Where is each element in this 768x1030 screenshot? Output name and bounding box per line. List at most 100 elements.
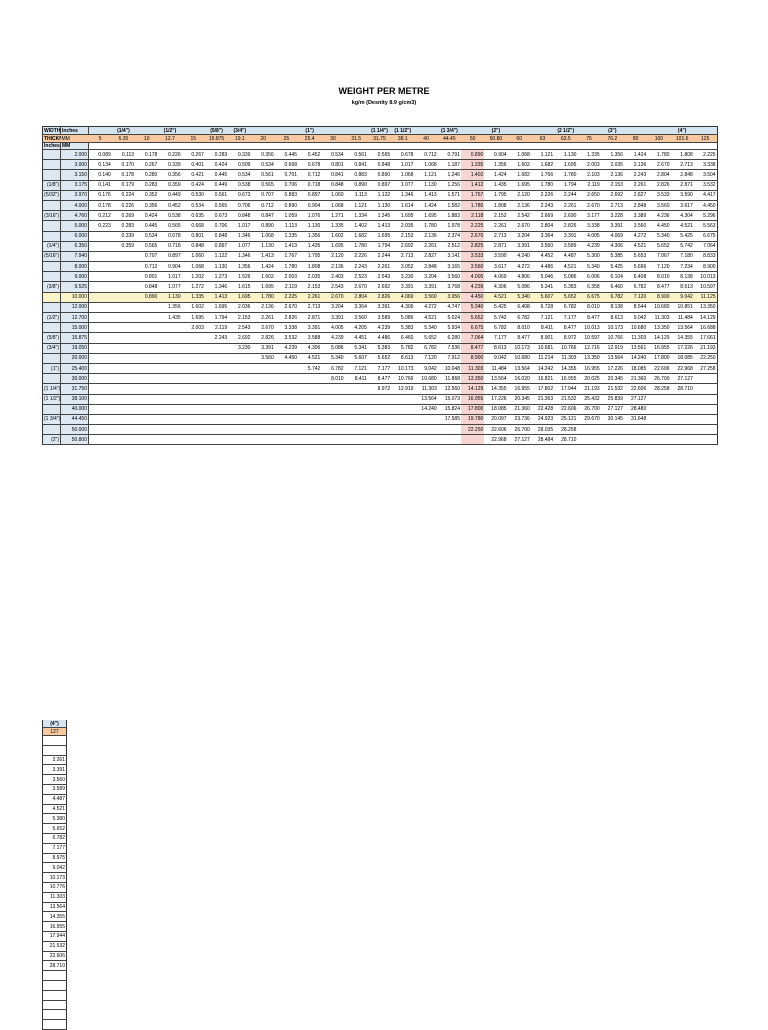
weight-cell: 5.425 bbox=[600, 261, 624, 273]
weight-cell bbox=[88, 271, 112, 283]
weight-cell bbox=[181, 383, 205, 395]
weight-cell: 1.412 bbox=[461, 180, 485, 191]
weight-cell bbox=[204, 424, 229, 436]
weight-cell: 8.972 bbox=[367, 383, 392, 395]
weight-cell bbox=[135, 322, 159, 334]
width-mm: 5 bbox=[88, 134, 112, 143]
empty-cell bbox=[321, 142, 345, 150]
weight-cell: 5.425 bbox=[670, 231, 694, 242]
weight-cell: 2.244 bbox=[554, 190, 578, 201]
weight-cell: 6.782 bbox=[507, 312, 531, 324]
weight-cell: 1.883 bbox=[437, 210, 461, 222]
weight-cell: 1.766 bbox=[530, 169, 555, 181]
weight-cell: 1.113 bbox=[344, 190, 368, 201]
weight-cell: 3.364 bbox=[530, 231, 555, 242]
weight-cell: 4.306 bbox=[600, 241, 624, 252]
weight-cell: 0.176 bbox=[88, 190, 112, 201]
weight-cell: 14.355 bbox=[484, 383, 508, 395]
weight-cell: 3.338 bbox=[274, 322, 299, 334]
weight-cell: 10.013 bbox=[577, 322, 601, 334]
weight-cell: 0.339 bbox=[111, 231, 136, 242]
weight-cell: 3.617 bbox=[670, 200, 694, 212]
weight-cell: 0.445 bbox=[274, 149, 299, 161]
weight-cell: 10.173 bbox=[391, 363, 415, 375]
weight-cell: 28.710 bbox=[670, 383, 694, 395]
weight-cell: 3.589 bbox=[367, 312, 392, 324]
thickness-mm: 25.400 bbox=[60, 363, 89, 375]
weight-cell: 1.413 bbox=[251, 251, 275, 263]
side-header: (4") bbox=[42, 720, 67, 728]
side-cell: 14.355 bbox=[42, 911, 67, 923]
weight-cell: 5.046 bbox=[530, 271, 555, 283]
weight-cell bbox=[88, 231, 112, 242]
weight-cell: 4.005 bbox=[321, 322, 345, 334]
weight-cell: 7.064 bbox=[461, 332, 485, 344]
side-cell: 3.560 bbox=[42, 774, 67, 785]
weight-cell: 13.564 bbox=[600, 353, 624, 364]
weight-cell: 0.848 bbox=[228, 210, 252, 222]
side-cell: 17.944 bbox=[42, 931, 67, 942]
weight-cell: 4.069 bbox=[391, 292, 415, 303]
weight-cell: 5.563 bbox=[693, 220, 718, 232]
width-inch bbox=[181, 126, 205, 135]
weight-cell: 6.782 bbox=[623, 281, 648, 293]
weight-cell: 17.661 bbox=[693, 332, 718, 344]
weight-cell: 11.303 bbox=[623, 332, 648, 344]
thickness-inch bbox=[42, 231, 61, 242]
weight-cell: 0.791 bbox=[437, 149, 461, 161]
weight-cell: 0.673 bbox=[204, 210, 229, 222]
thickness-inch: (3/4") bbox=[42, 343, 61, 354]
weight-cell: 2.543 bbox=[228, 322, 252, 334]
weight-cell: 6.408 bbox=[623, 271, 648, 283]
weight-cell: 6.280 bbox=[437, 332, 461, 344]
weight-cell: 2.103 bbox=[577, 169, 601, 181]
weight-cell: 0.883 bbox=[274, 190, 299, 201]
weight-cell: 21.363 bbox=[530, 394, 555, 405]
weight-cell: 4.306 bbox=[484, 281, 508, 293]
weight-cell bbox=[158, 363, 182, 375]
weight-cell bbox=[274, 383, 299, 395]
empty-cell bbox=[42, 1009, 67, 1021]
weight-cell bbox=[391, 414, 415, 426]
weight-cell bbox=[693, 414, 718, 426]
weight-cell: 0.801 bbox=[321, 159, 345, 171]
thickness-mm: 31.750 bbox=[60, 383, 89, 395]
weight-cell: 13.564 bbox=[414, 394, 438, 405]
weight-cell bbox=[158, 414, 182, 426]
weight-cell bbox=[298, 373, 322, 385]
weight-cell bbox=[181, 394, 205, 405]
empty-cell bbox=[88, 142, 112, 150]
data-row: (1") 25.400 5.742 6.782 7.121 7.177 10.173 9.04… bbox=[42, 363, 718, 375]
weight-cell: 0.712 bbox=[135, 261, 159, 273]
thickness-mm: 19.050 bbox=[60, 343, 89, 354]
weight-cell: 0.890 bbox=[135, 292, 159, 303]
weight-cell: 4.450 bbox=[274, 353, 299, 364]
weight-cell: 7.177 bbox=[484, 332, 508, 344]
weight-cell: 10.013 bbox=[693, 271, 718, 283]
weight-cell: 2.119 bbox=[577, 180, 601, 191]
weight-cell: 27.258 bbox=[693, 363, 718, 375]
data-row: 5.000 0.223 0.283 0.445 0.565 0.668 0.706 1.017… bbox=[42, 220, 718, 232]
data-row: 9.000 0.801 1.017 1.202 1.273 1.526 1.602 2.003… bbox=[42, 271, 718, 283]
weight-cell: 2.669 bbox=[530, 210, 555, 222]
weight-cell bbox=[251, 414, 275, 426]
weight-cell: 0.890 bbox=[344, 180, 368, 191]
empty-cell bbox=[693, 142, 718, 150]
width-inch bbox=[693, 126, 718, 135]
thickness-inch: (1 3/4") bbox=[42, 414, 61, 426]
weight-cell bbox=[135, 302, 159, 314]
weight-cell: 0.678 bbox=[298, 159, 322, 171]
weight-cell: 2.804 bbox=[344, 292, 368, 303]
weight-cell: 22.428 bbox=[530, 404, 555, 415]
weight-cell: 10.680 bbox=[414, 373, 438, 385]
data-row: 5.652 bbox=[42, 823, 67, 834]
weight-cell: 1.060 bbox=[321, 190, 345, 201]
weight-cell: 1.682 bbox=[530, 159, 555, 171]
weight-cell: 1.121 bbox=[414, 169, 438, 181]
weight-cell bbox=[577, 434, 601, 446]
weight-cell bbox=[181, 404, 205, 415]
weight-cell: 8.477 bbox=[507, 332, 531, 344]
empty-cell bbox=[530, 142, 555, 150]
thickness-inch bbox=[42, 261, 61, 273]
weight-cell: 6.782 bbox=[554, 302, 578, 314]
